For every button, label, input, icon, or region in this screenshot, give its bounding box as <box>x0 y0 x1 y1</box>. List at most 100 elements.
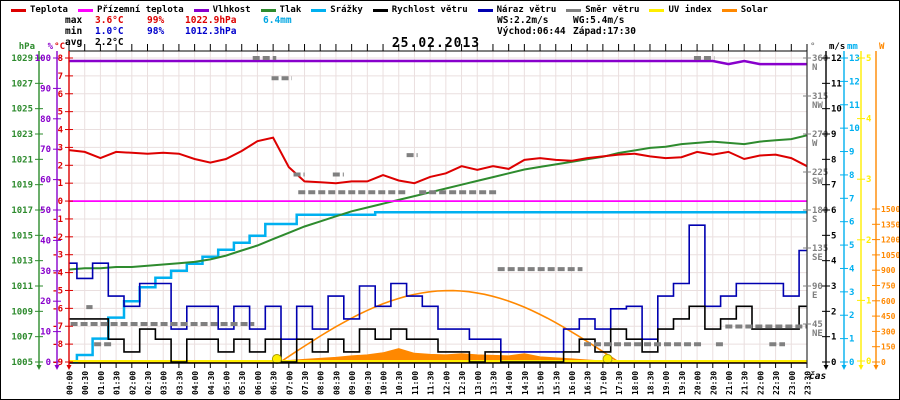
x-tick-label: 08:00 <box>317 371 326 395</box>
axis-hpa-tick-label: 1007 <box>11 333 33 343</box>
axis-hpa-tick-label: 1009 <box>11 307 33 317</box>
axis-ms-tick-label: 3 <box>831 282 836 292</box>
axis-ms-header: m/s <box>829 42 845 52</box>
legend-color-dash <box>193 8 209 12</box>
axis-temp-tick-label: -7 <box>52 322 63 332</box>
axis-ms-tick-label: 1 <box>831 333 836 343</box>
x-tick-label: 00:00 <box>66 371 75 395</box>
legend-item: Solar <box>721 5 768 15</box>
axis-temp-tick-label: -9 <box>52 358 63 368</box>
axis-mm-tick-label: 6 <box>849 218 854 228</box>
axis-deg-direction-label: NW <box>812 101 823 111</box>
legend-item: Směr větru <box>566 5 639 15</box>
axis-w-tick-label: 900 <box>881 266 896 275</box>
x-tick-label: 02:00 <box>128 371 137 395</box>
series-naraz-vetru-gust <box>69 224 807 353</box>
axis-deg-tick-label: 270 <box>812 130 828 140</box>
legend-item-label: Rychlost větru <box>391 5 468 15</box>
axis-hum-tick-label: 70 <box>40 145 51 155</box>
max-label: max <box>65 15 83 26</box>
x-tick-label: 17:30 <box>615 371 624 395</box>
legend-color-dash <box>477 8 493 12</box>
max-pressure-value: 1022.9hPa <box>185 15 237 26</box>
axis-mm-tick-label: 9 <box>849 148 854 158</box>
axis-deg-tick-label: 360 <box>812 54 828 64</box>
x-tick-label: 10:30 <box>395 371 404 395</box>
axis-hum-tick-label: 50 <box>40 206 51 216</box>
x-tick-label: 16:30 <box>584 371 593 395</box>
stat-row-max: max 3.6°C 99% 1022.9hPa 6.4mm <box>65 15 292 26</box>
x-tick-label: 06:00 <box>254 371 263 395</box>
x-tick-label: 11:30 <box>427 371 436 395</box>
axis-uv-tick-label: 2 <box>866 236 871 246</box>
x-axis-title: čas <box>809 371 826 382</box>
axis-deg-direction-label: E <box>812 291 817 301</box>
axis-w-tick-label: 150 <box>881 343 896 352</box>
axis-mm-tick-label: 0 <box>849 358 854 368</box>
x-tick-label: 22:00 <box>756 371 765 395</box>
axis-temp-tick-label: -5 <box>52 286 63 296</box>
axis-temp-tick-label: -2 <box>52 233 63 243</box>
legend-item-label: UV index <box>668 5 712 15</box>
axis-ms-tick-label: 11 <box>831 79 842 89</box>
axis-w-tick-label: 1200 <box>881 236 900 245</box>
x-tick-label: 03:30 <box>175 371 184 395</box>
axis-hpa-tick-label: 1005 <box>11 358 33 368</box>
stat-row-avg: avg 2.2°C <box>65 37 292 48</box>
x-tick-label: 14:30 <box>521 371 530 395</box>
legend-color-dash <box>566 8 582 12</box>
axis-temp-tick-label: 2 <box>58 161 63 171</box>
legend-item-label: Náraz větru <box>496 5 557 15</box>
axis-hpa-tick-label: 1019 <box>11 181 33 191</box>
legend-item-label: Solar <box>740 5 768 15</box>
axis-mm-tick-label: 7 <box>849 194 854 204</box>
x-tick-label: 07:00 <box>285 371 294 395</box>
axis-uv-arrow <box>858 365 864 370</box>
axis-mm-tick-label: 1 <box>849 335 854 345</box>
legend-item-label: Přízemní teplota <box>96 5 184 15</box>
axis-ms-tick-label: 8 <box>831 155 836 165</box>
x-tick-label: 04:30 <box>207 371 216 395</box>
stat-row-min: min 1.0°C 98% 1012.3hPa <box>65 26 292 37</box>
axis-w-tick-label: 750 <box>881 282 896 291</box>
chart-title: 25.02.2013 <box>391 36 481 51</box>
stat-row-wind: WS:2.2m/s WG:5.4m/s <box>497 15 636 26</box>
axis-temp-tick-label: 7 <box>58 72 63 82</box>
x-tick-label: 21:30 <box>741 371 750 395</box>
axis-uv-tick-label: 4 <box>866 115 872 125</box>
x-tick-label: 09:00 <box>348 371 357 395</box>
x-tick-label: 01:30 <box>113 371 122 395</box>
legend-item-label: Tlak <box>279 5 302 15</box>
avg-label: avg <box>65 37 83 48</box>
x-tick-label: 02:30 <box>144 371 153 395</box>
axis-w-header: W <box>879 42 885 52</box>
legend-item-label: Srážky <box>330 5 363 15</box>
max-humidity-value: 99% <box>147 15 165 26</box>
legend-color-dash <box>721 8 737 12</box>
legend-item: UV index <box>649 5 712 15</box>
axis-ms-tick-label: 4 <box>831 257 837 267</box>
axis-w-tick-label: 450 <box>881 312 896 321</box>
axis-deg-tick-label: 180 <box>812 206 828 216</box>
axis-temp-tick-label: 5 <box>58 108 63 118</box>
axis-w-tick-label: 1350 <box>881 220 900 229</box>
x-tick-label: 22:30 <box>772 371 781 395</box>
legend-item-label: Teplota <box>30 5 68 15</box>
x-tick-label: 06:30 <box>270 371 279 395</box>
axis-temp-tick-label: -3 <box>52 251 63 261</box>
axis-w-arrow <box>873 365 879 370</box>
axis-temp-header: °C <box>54 42 65 52</box>
x-tick-label: 08:30 <box>332 371 341 395</box>
min-label: min <box>65 26 83 37</box>
axis-mm-tick-label: 11 <box>849 101 860 111</box>
x-tick-label: 15:30 <box>552 371 561 395</box>
legend-color-dash <box>77 8 93 12</box>
legend-item-label: Směr větru <box>585 5 640 15</box>
axis-ms-tick-label: 10 <box>831 105 842 115</box>
axis-deg-tick-label: 225 <box>812 168 828 178</box>
x-tick-label: 00:30 <box>81 371 90 395</box>
axis-deg-tick-label: 315 <box>812 92 828 102</box>
x-tick-label: 04:00 <box>191 371 200 395</box>
x-tick-label: 23:00 <box>788 371 797 395</box>
